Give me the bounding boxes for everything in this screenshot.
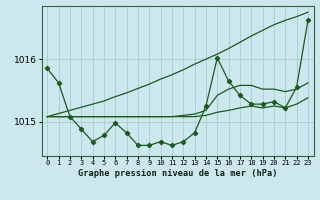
X-axis label: Graphe pression niveau de la mer (hPa): Graphe pression niveau de la mer (hPa) [78, 169, 277, 178]
